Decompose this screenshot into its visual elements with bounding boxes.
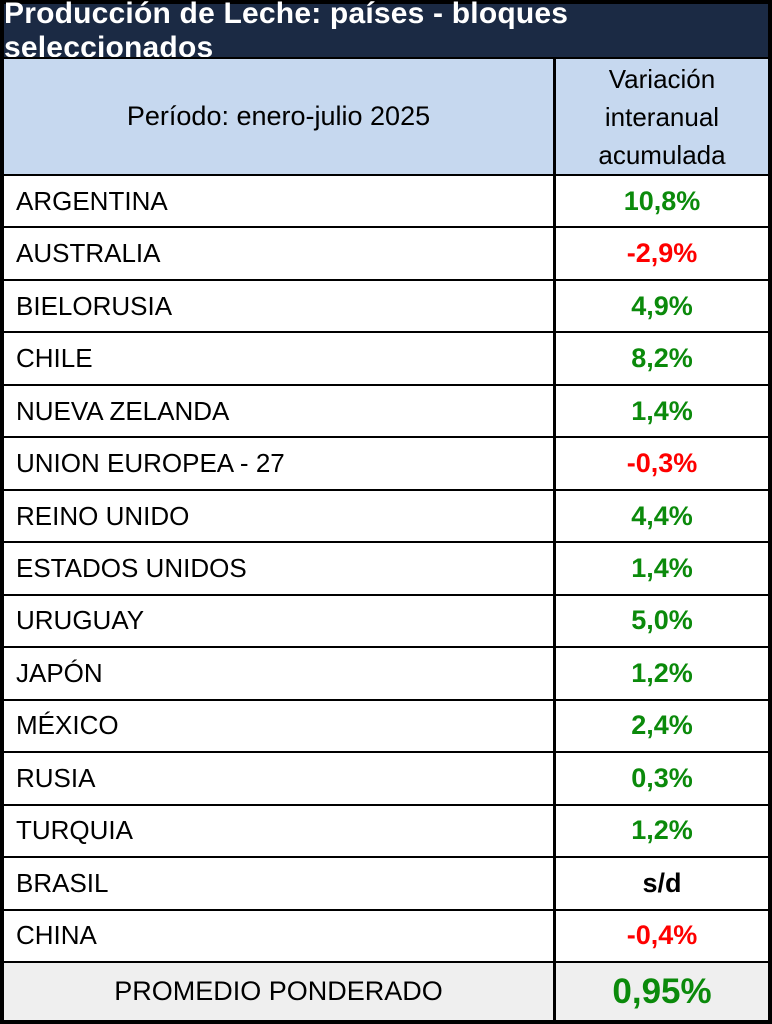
value-cell: 2,4% <box>553 700 768 752</box>
country-label: ESTADOS UNIDOS <box>16 553 247 584</box>
value-cell: s/d <box>553 858 768 909</box>
country-label: JAPÓN <box>16 657 103 688</box>
value-label: 1,2% <box>631 815 693 846</box>
value-cell: 1,2% <box>553 805 768 857</box>
country-label: URUGUAY <box>16 605 145 636</box>
value-cell: 4,4% <box>553 490 768 542</box>
value-cell: 0,3% <box>553 753 768 804</box>
value-label: 10,8% <box>623 185 701 216</box>
footer-value: 0,95% <box>612 971 712 1011</box>
period-header-cell: Período: enero-julio 2025 <box>4 59 553 174</box>
country-label: NUEVA ZELANDA <box>16 395 230 426</box>
variation-header-line-2: interanual <box>604 101 720 132</box>
table-row: UNION EUROPEA - 27 -0,3% <box>4 436 768 489</box>
country-label: TURQUIA <box>16 815 133 846</box>
table-row: JAPÓN 1,2% <box>4 646 768 699</box>
country-cell: RUSIA <box>4 753 553 803</box>
value-cell: -2,9% <box>553 228 768 279</box>
value-label: 1,4% <box>631 553 693 584</box>
country-label: MÉXICO <box>16 710 119 741</box>
period-label: Período: enero-julio 2025 <box>126 101 431 131</box>
value-label: 2,4% <box>631 710 693 741</box>
country-cell: BRASIL <box>4 858 553 908</box>
value-label: s/d <box>642 867 682 898</box>
country-cell: REINO UNIDO <box>4 491 553 541</box>
country-cell: NUEVA ZELANDA <box>4 386 553 436</box>
country-label: REINO UNIDO <box>16 500 190 531</box>
table-row: ARGENTINA 10,8% <box>4 174 768 227</box>
table-row: REINO UNIDO 4,4% <box>4 488 768 542</box>
footer-value-cell: 0,95% <box>553 963 768 1021</box>
country-cell: ARGENTINA <box>4 176 553 226</box>
variation-header-cell: Variación interanual acumulada <box>553 59 768 174</box>
country-cell: MÉXICO <box>4 701 553 751</box>
country-cell: CHINA <box>4 911 553 961</box>
table-row: TURQUIA 1,2% <box>4 803 768 857</box>
country-cell: AUSTRALIA <box>4 228 553 278</box>
value-cell: 5,0% <box>553 595 768 647</box>
country-cell: UNION EUROPEA - 27 <box>4 438 553 488</box>
table-row: CHINA -0,4% <box>4 908 768 962</box>
table-row: BRASIL s/d <box>4 856 768 909</box>
country-label: AUSTRALIA <box>16 238 161 269</box>
value-label: 0,3% <box>631 762 693 793</box>
value-label: -0,4% <box>626 920 698 951</box>
value-cell: 1,4% <box>553 543 768 594</box>
footer-label-cell: PROMEDIO PONDERADO <box>4 963 553 1020</box>
table-header-row: Período: enero-julio 2025 Variación inte… <box>4 57 768 174</box>
country-cell: ESTADOS UNIDOS <box>4 543 553 593</box>
country-cell: BIELORUSIA <box>4 281 553 331</box>
country-cell: JAPÓN <box>4 648 553 698</box>
value-cell: 1,4% <box>553 385 768 437</box>
table-title-text: Producción de Leche: países - bloques se… <box>4 0 569 64</box>
value-cell: 1,2% <box>553 648 768 699</box>
value-label: 4,4% <box>631 500 693 531</box>
value-cell: -0,4% <box>553 910 768 962</box>
value-cell: 10,8% <box>553 176 768 227</box>
value-cell: 4,9% <box>553 280 768 332</box>
country-label: BIELORUSIA <box>16 290 173 321</box>
value-label: 8,2% <box>631 343 693 374</box>
table-row: BIELORUSIA 4,9% <box>4 278 768 332</box>
value-cell: -0,3% <box>553 438 768 489</box>
value-label: 1,2% <box>631 657 693 688</box>
table-row: NUEVA ZELANDA 1,4% <box>4 383 768 437</box>
value-label: 1,4% <box>631 395 693 426</box>
table-row: AUSTRALIA -2,9% <box>4 226 768 279</box>
country-label: BRASIL <box>16 867 109 898</box>
value-label: 4,9% <box>631 290 693 321</box>
table-row: ESTADOS UNIDOS 1,4% <box>4 541 768 594</box>
footer-label: PROMEDIO PONDERADO <box>114 976 443 1007</box>
country-cell: CHILE <box>4 333 553 383</box>
country-label: ARGENTINA <box>16 185 168 216</box>
value-cell: 8,2% <box>553 333 768 384</box>
table-title: Producción de Leche: países - bloques se… <box>4 0 768 64</box>
table-row: RUSIA 0,3% <box>4 751 768 804</box>
table-row: URUGUAY 5,0% <box>4 593 768 647</box>
table-row: CHILE 8,2% <box>4 331 768 384</box>
country-cell: TURQUIA <box>4 806 553 856</box>
country-label: CHINA <box>16 920 97 951</box>
table-row: MÉXICO 2,4% <box>4 698 768 752</box>
value-label: 5,0% <box>631 605 693 636</box>
country-label: RUSIA <box>16 762 96 793</box>
country-cell: URUGUAY <box>4 596 553 646</box>
country-label: UNION EUROPEA - 27 <box>16 448 285 479</box>
value-label: -2,9% <box>626 238 698 269</box>
footer-row: PROMEDIO PONDERADO 0,95% <box>4 961 768 1021</box>
country-label: CHILE <box>16 343 93 374</box>
variation-header-line-1: Variación <box>608 63 716 94</box>
value-label: -0,3% <box>626 448 698 479</box>
variation-header-line-3: acumulada <box>598 139 726 170</box>
